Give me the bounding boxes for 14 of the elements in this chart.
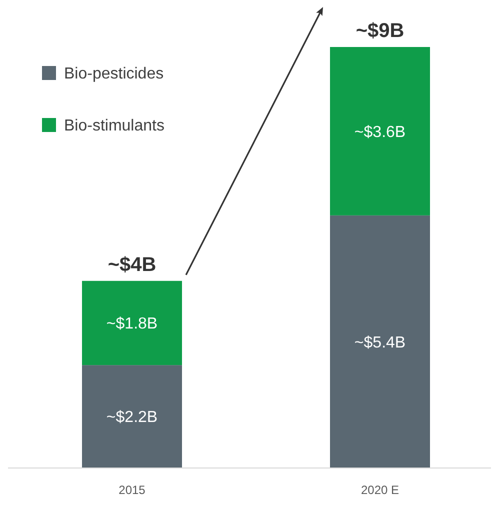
data-label: ~$3.6B — [354, 124, 406, 141]
data-label: ~$2.2B — [106, 409, 158, 426]
bar — [82, 280, 182, 366]
total-label: ~$4B — [108, 254, 156, 276]
bar — [330, 215, 430, 468]
data-label: ~$1.8B — [106, 316, 158, 333]
x-tick-label: 2015 — [118, 483, 146, 497]
x-tick-label: 2020 E — [360, 483, 400, 497]
bar — [330, 47, 430, 216]
data-label: ~$5.4B — [354, 334, 406, 352]
legend-label: Bio-stimulants — [64, 118, 164, 135]
bar — [82, 365, 182, 468]
total-label: ~$9B — [356, 20, 404, 42]
legend-label: Bio-pesticides — [64, 66, 164, 83]
